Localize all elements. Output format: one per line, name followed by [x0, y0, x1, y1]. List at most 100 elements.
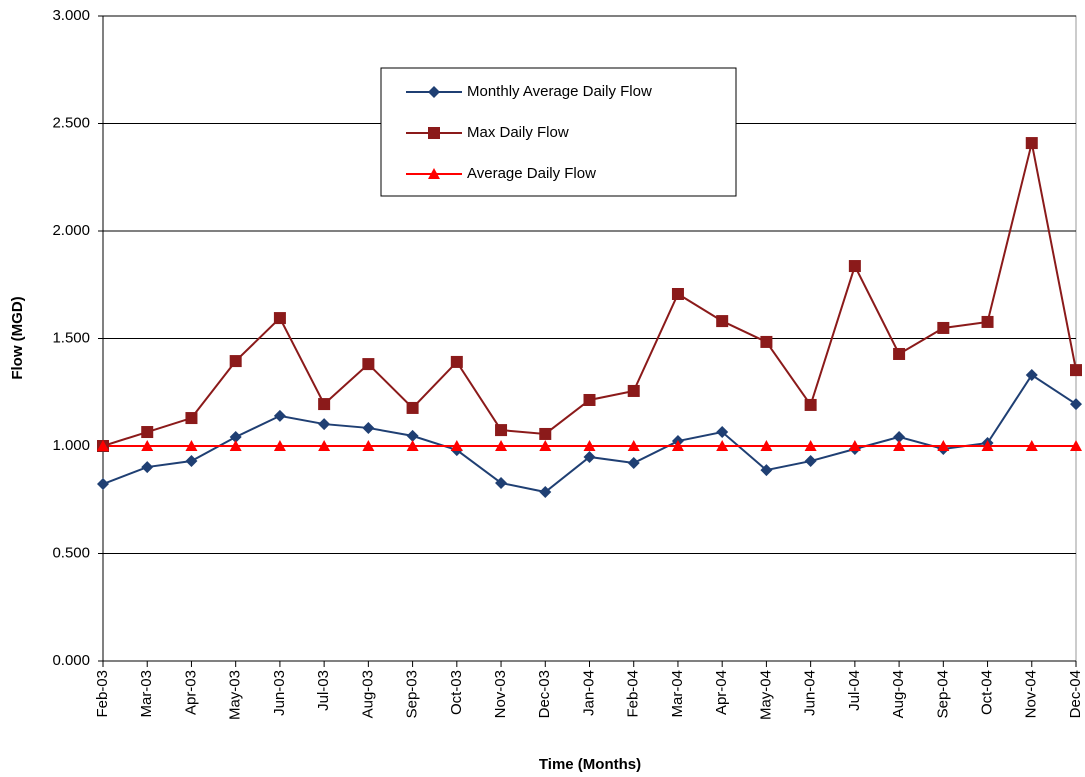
x-tick-label: Mar-03: [138, 670, 155, 718]
x-tick-label: Feb-04: [625, 670, 642, 718]
x-tick-label: Jan-04: [580, 670, 597, 716]
marker: [273, 440, 286, 451]
x-tick-label: Dec-04: [1067, 670, 1084, 718]
marker: [495, 440, 508, 451]
marker: [428, 86, 440, 98]
marker: [804, 398, 817, 411]
marker: [1070, 364, 1082, 377]
marker: [273, 312, 286, 325]
x-tick-label: Apr-04: [713, 670, 730, 715]
marker: [1025, 440, 1038, 451]
marker: [671, 440, 684, 451]
marker: [539, 440, 552, 451]
marker: [229, 355, 242, 368]
marker: [97, 440, 109, 451]
marker: [318, 440, 331, 451]
marker: [406, 429, 419, 442]
marker: [273, 409, 286, 422]
marker: [406, 440, 419, 451]
x-tick-label: Jul-04: [846, 670, 863, 711]
x-tick-label: May-03: [227, 670, 244, 720]
y-tick-label: 0.000: [52, 652, 90, 669]
x-tick-label: Oct-03: [448, 670, 465, 715]
marker: [318, 398, 331, 411]
marker: [141, 440, 154, 451]
y-tick-label: 1.000: [52, 437, 90, 454]
x-tick-label: Apr-03: [182, 670, 199, 715]
marker: [627, 440, 640, 451]
marker: [362, 421, 375, 434]
x-tick-label: Aug-03: [359, 670, 376, 718]
marker: [893, 430, 906, 443]
marker: [185, 412, 198, 425]
x-tick-label: Dec-03: [536, 670, 553, 718]
x-tick-label: Jul-03: [315, 670, 332, 711]
legend-label: Monthly Average Daily Flow: [467, 83, 652, 100]
marker: [760, 464, 773, 477]
marker: [583, 440, 596, 451]
marker: [848, 260, 861, 273]
marker: [318, 418, 331, 431]
marker: [1070, 398, 1082, 411]
marker: [893, 347, 906, 360]
marker: [185, 455, 198, 468]
legend: Monthly Average Daily Flow Max Daily Flow…: [380, 67, 737, 197]
x-tick-label: Nov-03: [492, 670, 509, 718]
x-tick-label: Jun-04: [802, 670, 819, 716]
y-tick-label: 2.000: [52, 222, 90, 239]
marker: [141, 426, 154, 439]
marker: [97, 478, 109, 491]
marker: [495, 476, 508, 489]
x-tick-label: Sep-03: [404, 670, 421, 718]
x-tick-label: Mar-04: [669, 670, 686, 718]
marker: [804, 455, 817, 468]
x-tick-label: Aug-04: [890, 670, 907, 718]
x-tick-label: Feb-03: [94, 670, 111, 718]
x-tick-label: May-04: [757, 670, 774, 720]
x-tick-label: Sep-04: [934, 670, 951, 718]
y-tick-label: 3.000: [52, 7, 90, 24]
marker: [848, 440, 861, 451]
marker: [804, 440, 817, 451]
marker: [539, 486, 552, 499]
marker: [450, 355, 463, 368]
marker: [583, 450, 596, 463]
y-tick-label: 0.500: [52, 544, 90, 561]
marker: [362, 440, 375, 451]
marker: [141, 461, 154, 474]
marker: [428, 127, 440, 139]
marker: [716, 440, 729, 451]
y-tick-label: 2.500: [52, 114, 90, 131]
marker: [495, 424, 508, 437]
marker: [229, 440, 242, 451]
x-tick-label: Jun-03: [271, 670, 288, 716]
legend-label: Max Daily Flow: [467, 124, 569, 141]
marker: [362, 358, 375, 371]
marker: [185, 440, 198, 451]
marker: [671, 287, 684, 300]
x-tick-label: Oct-04: [979, 670, 996, 715]
marker: [428, 168, 440, 179]
marker: [981, 315, 994, 328]
marker: [583, 393, 596, 406]
marker: [716, 315, 729, 328]
marker: [716, 426, 729, 439]
marker: [539, 427, 552, 440]
marker: [1025, 137, 1038, 150]
legend-label: Average Daily Flow: [467, 165, 596, 182]
marker: [760, 335, 773, 348]
marker: [627, 384, 640, 397]
marker: [981, 440, 994, 451]
marker: [450, 440, 463, 451]
marker: [893, 440, 906, 451]
x-tick-label: Nov-04: [1023, 670, 1040, 718]
marker: [229, 430, 242, 443]
y-axis-label: Flow (MGD): [9, 296, 26, 379]
marker: [760, 440, 773, 451]
x-axis-label: Time (Months): [539, 756, 641, 773]
marker: [627, 456, 640, 469]
marker: [937, 440, 950, 451]
marker: [1025, 369, 1038, 382]
marker: [406, 401, 419, 414]
